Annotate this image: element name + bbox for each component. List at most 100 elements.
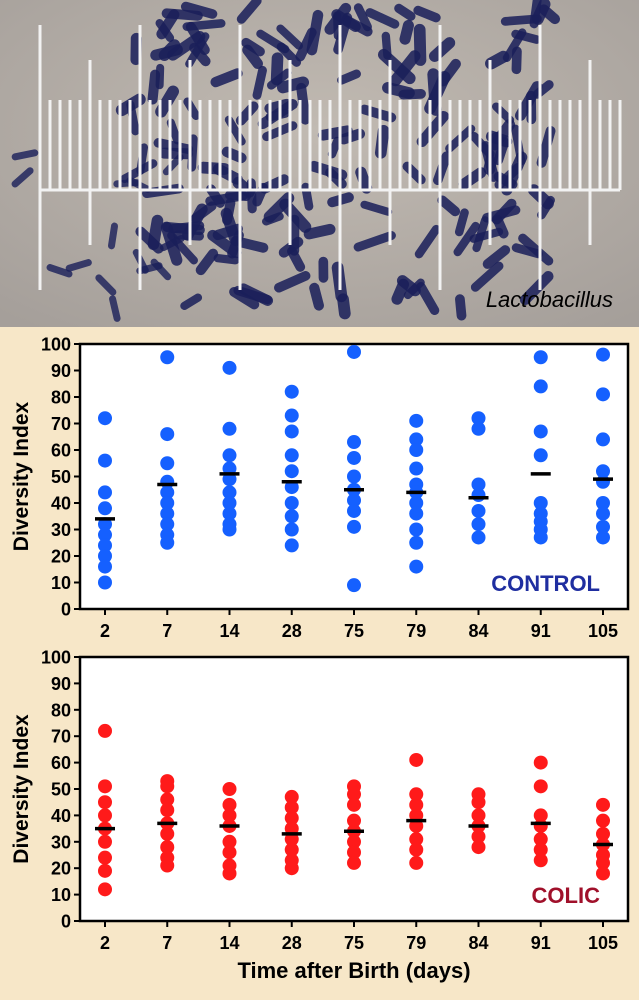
bacterium <box>420 30 421 60</box>
data-point <box>160 803 174 817</box>
bacterium <box>491 57 503 64</box>
data-point <box>409 856 423 870</box>
data-point <box>160 536 174 550</box>
data-point <box>534 756 548 770</box>
x-tick-label: 84 <box>468 621 488 641</box>
data-point <box>596 507 610 521</box>
y-tick-label: 100 <box>41 335 71 355</box>
data-point <box>534 379 548 393</box>
data-point <box>409 507 423 521</box>
bacterium <box>229 195 246 196</box>
data-point <box>285 538 299 552</box>
data-point <box>98 411 112 425</box>
y-tick-label: 80 <box>51 700 71 720</box>
data-point <box>285 424 299 438</box>
data-point <box>98 851 112 865</box>
data-point <box>472 530 486 544</box>
data-point <box>347 504 361 518</box>
data-point <box>347 451 361 465</box>
bacterium <box>516 51 517 69</box>
x-tick-label: 75 <box>344 933 364 953</box>
x-tick-label: 7 <box>162 933 172 953</box>
data-point <box>534 350 548 364</box>
data-point <box>347 470 361 484</box>
x-tick-label: 7 <box>162 621 172 641</box>
bacterium <box>433 74 435 110</box>
data-point <box>98 576 112 590</box>
y-tick-label: 30 <box>51 520 71 540</box>
data-point <box>409 523 423 537</box>
y-tick-label: 60 <box>51 441 71 461</box>
data-point <box>472 488 486 502</box>
y-axis-label: Diversity Index <box>10 714 33 864</box>
data-point <box>285 523 299 537</box>
data-point <box>223 422 237 436</box>
bacterium <box>323 131 347 135</box>
x-tick-label: 14 <box>219 933 239 953</box>
data-point <box>472 840 486 854</box>
y-tick-label: 90 <box>51 361 71 381</box>
data-point <box>347 798 361 812</box>
data-point <box>98 882 112 896</box>
micrograph-caption: Lactobacillus <box>486 287 613 313</box>
bacterium <box>277 58 278 79</box>
data-point <box>223 866 237 880</box>
data-point <box>347 856 361 870</box>
data-point <box>98 724 112 738</box>
y-tick-label: 70 <box>51 727 71 747</box>
x-tick-label: 105 <box>588 933 618 953</box>
data-point <box>596 475 610 489</box>
data-point <box>223 845 237 859</box>
bacterium <box>192 139 194 167</box>
bacterium <box>343 299 345 313</box>
y-tick-label: 0 <box>61 600 71 620</box>
y-tick-label: 100 <box>41 648 71 668</box>
data-point <box>534 448 548 462</box>
x-tick-label: 84 <box>468 933 488 953</box>
data-point <box>596 348 610 362</box>
bacterium <box>218 258 236 260</box>
data-point <box>596 530 610 544</box>
data-point <box>534 424 548 438</box>
x-axis-label: Time after Birth (days) <box>237 958 470 983</box>
x-tick-label: 2 <box>100 621 110 641</box>
data-point <box>347 578 361 592</box>
data-point <box>223 782 237 796</box>
data-point <box>347 435 361 449</box>
data-point <box>534 779 548 793</box>
bacterium <box>173 226 200 229</box>
lactobacillus-micrograph: Lactobacillus <box>0 0 639 327</box>
bacterium <box>301 88 305 120</box>
data-point <box>534 853 548 867</box>
data-point <box>409 560 423 574</box>
bacterium <box>460 299 462 315</box>
data-point <box>472 795 486 809</box>
bacterium <box>405 25 408 39</box>
group-label: COLIC <box>532 883 601 908</box>
data-point <box>285 509 299 523</box>
data-point <box>98 560 112 574</box>
bacterium <box>342 74 357 80</box>
y-tick-label: 60 <box>51 753 71 773</box>
data-point <box>285 861 299 875</box>
data-point <box>472 504 486 518</box>
data-point <box>223 523 237 537</box>
x-tick-label: 91 <box>531 933 551 953</box>
data-point <box>98 808 112 822</box>
data-point <box>160 827 174 841</box>
bacterium <box>534 1 537 24</box>
data-point <box>409 414 423 428</box>
bacterium <box>309 229 330 234</box>
y-tick-label: 20 <box>51 547 71 567</box>
data-point <box>409 843 423 857</box>
bacterium <box>167 13 198 15</box>
x-tick-label: 28 <box>282 621 302 641</box>
x-tick-label: 14 <box>219 621 239 641</box>
x-tick-label: 79 <box>406 621 426 641</box>
y-tick-label: 70 <box>51 414 71 434</box>
data-point <box>472 517 486 531</box>
